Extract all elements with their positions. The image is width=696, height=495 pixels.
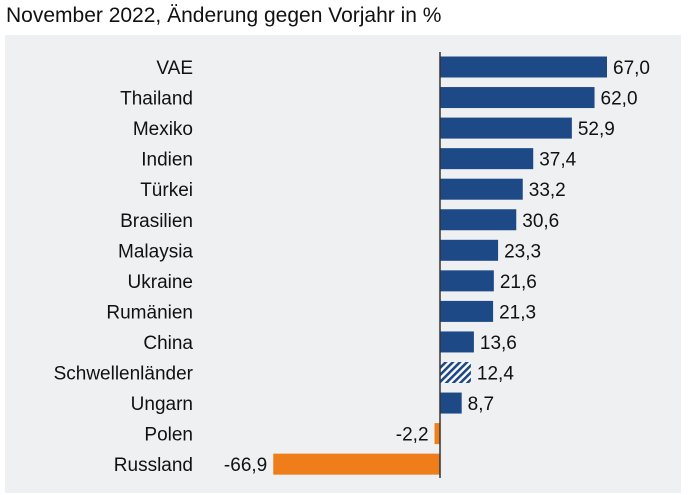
- data-label: 62,0: [601, 89, 638, 110]
- category-label: Rumänien: [106, 302, 193, 323]
- bar-polen: [434, 423, 440, 445]
- category-label: Schwellenländer: [54, 364, 194, 385]
- data-label: -66,9: [224, 455, 267, 476]
- data-label: 12,4: [477, 364, 514, 385]
- bar-ungarn: [440, 392, 462, 414]
- category-label: Ungarn: [131, 394, 193, 415]
- bar-thailand: [440, 87, 595, 109]
- data-label: 21,6: [500, 272, 537, 293]
- category-label: China: [143, 333, 193, 354]
- bar-china: [440, 331, 474, 353]
- data-label: 52,9: [578, 119, 615, 140]
- data-label: 13,6: [480, 333, 517, 354]
- category-label: Thailand: [120, 89, 193, 110]
- bar-vae: [440, 56, 607, 78]
- bar-russland: [273, 453, 440, 475]
- data-label: -2,2: [396, 425, 429, 446]
- chart-title: November 2022, Änderung gegen Vorjahr in…: [6, 4, 442, 27]
- bar-türkei: [440, 178, 523, 200]
- category-label: Polen: [144, 425, 193, 446]
- category-label: Brasilien: [120, 211, 193, 232]
- bar-brasilien: [440, 209, 517, 231]
- category-label: VAE: [156, 58, 193, 79]
- data-label: 8,7: [468, 394, 494, 415]
- bar-rumänien: [440, 300, 494, 322]
- category-label: Malaysia: [118, 241, 193, 262]
- data-label: 37,4: [539, 150, 576, 171]
- bar-mexiko: [440, 117, 572, 139]
- category-label: Mexiko: [133, 119, 193, 140]
- category-label: Türkei: [140, 180, 193, 201]
- data-label: 30,6: [522, 211, 559, 232]
- bar-schwellenländer: [440, 362, 471, 383]
- bar-malaysia: [440, 239, 499, 261]
- plot-area: [5, 35, 681, 493]
- category-label: Ukraine: [128, 272, 193, 293]
- data-label: 33,2: [529, 180, 566, 201]
- data-label: 23,3: [504, 241, 541, 262]
- category-label: Russland: [114, 455, 193, 476]
- bar-ukraine: [440, 270, 494, 292]
- bar-indien: [440, 148, 534, 170]
- data-label: 21,3: [499, 302, 536, 323]
- data-label: 67,0: [613, 58, 650, 79]
- category-label: Indien: [141, 150, 193, 171]
